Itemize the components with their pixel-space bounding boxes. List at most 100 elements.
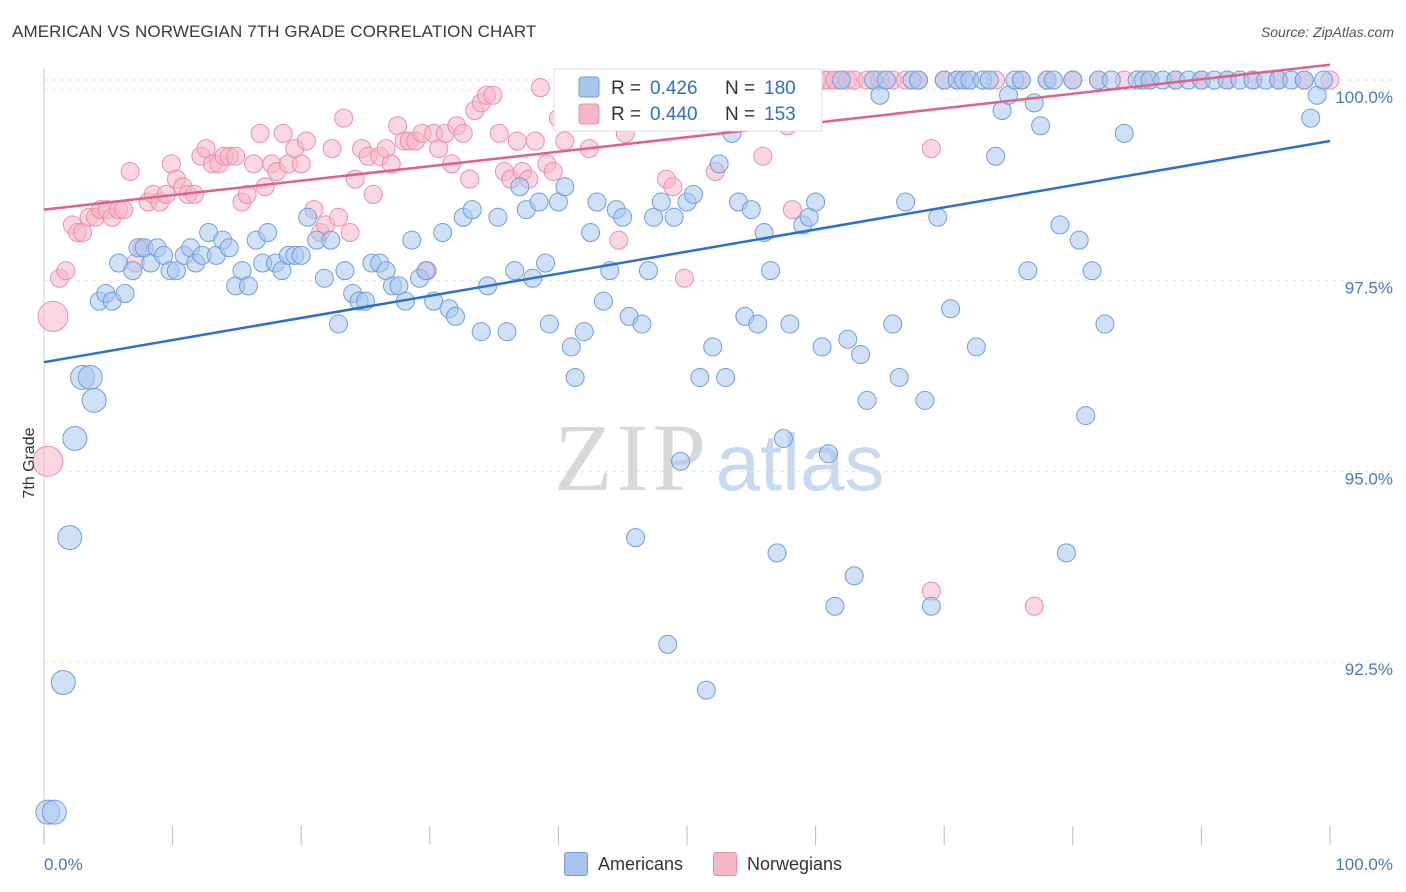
americans-point xyxy=(416,261,436,281)
americans-point xyxy=(709,154,729,174)
norwegians-swatch xyxy=(712,852,737,876)
americans-point xyxy=(941,299,961,319)
americans-point xyxy=(1095,314,1115,334)
americans-point xyxy=(50,670,76,696)
americans-point xyxy=(857,390,877,410)
americans-swatch xyxy=(563,852,588,876)
norwegians-point xyxy=(226,146,246,166)
americans-point xyxy=(613,207,633,227)
norwegians-point xyxy=(291,154,311,174)
norwegians-point xyxy=(753,146,773,166)
americans-point xyxy=(812,337,832,357)
trend-lines xyxy=(43,63,1331,364)
americans-point xyxy=(462,200,482,220)
americans-point xyxy=(57,525,83,551)
americans-point xyxy=(1314,70,1334,90)
americans-point xyxy=(1101,70,1121,90)
norwegians-point xyxy=(1024,596,1044,616)
legend-n-value-americans: 180 xyxy=(764,78,796,99)
americans-point xyxy=(683,184,703,204)
americans-point xyxy=(402,230,422,250)
americans-point xyxy=(555,177,575,197)
norwegians-point xyxy=(237,184,257,204)
americans-point xyxy=(536,253,556,273)
americans-point xyxy=(1031,116,1051,136)
norwegians-point xyxy=(340,223,360,243)
americans-point xyxy=(908,70,928,90)
norwegians-point xyxy=(322,139,342,159)
americans-point xyxy=(561,337,581,357)
americans-point xyxy=(644,207,664,227)
legend-r-label-norwegians: R = xyxy=(611,104,641,125)
americans-point xyxy=(238,276,258,296)
americans-point xyxy=(632,314,652,334)
americans-point xyxy=(658,634,678,654)
americans-point xyxy=(41,799,67,825)
norwegians-point xyxy=(273,123,293,143)
norwegians-point xyxy=(114,200,134,220)
americans-point xyxy=(883,314,903,334)
bottom-legend: Americans Norwegians xyxy=(0,852,1406,876)
y-tick-labels: 92.5% 95.0% 97.5% 100.0% xyxy=(1335,88,1393,679)
y-axis-label: 7th Grade xyxy=(21,427,38,498)
norwegians-point xyxy=(328,207,348,227)
americans-point xyxy=(671,451,691,471)
americans-point xyxy=(314,268,334,288)
americans-point xyxy=(889,367,909,387)
americans-point xyxy=(748,314,768,334)
norwegians-point xyxy=(483,85,503,105)
americans-point xyxy=(966,337,986,357)
americans-point xyxy=(1011,70,1031,90)
americans-point xyxy=(166,261,186,281)
norwegians-point xyxy=(244,154,264,174)
americans-point xyxy=(921,596,941,616)
americans-point xyxy=(593,291,613,311)
americans-point xyxy=(703,337,723,357)
y-tick-label: 100.0% xyxy=(1335,88,1393,107)
americans-point xyxy=(825,596,845,616)
americans-point xyxy=(62,425,88,451)
americans-point xyxy=(1114,123,1134,143)
americans-point xyxy=(1294,70,1314,90)
norwegians-point xyxy=(453,123,473,143)
americans-point xyxy=(328,314,348,334)
legend-swatch-norwegians xyxy=(578,103,600,125)
americans-point xyxy=(497,322,517,342)
americans-point xyxy=(767,543,787,563)
norwegians-point xyxy=(921,139,941,159)
americans-point xyxy=(335,261,355,281)
americans-point xyxy=(761,261,781,281)
americans-point xyxy=(298,207,318,227)
norwegians-points xyxy=(32,70,1340,616)
norwegians-point xyxy=(674,268,694,288)
americans-point xyxy=(505,261,525,281)
americans-point xyxy=(1069,230,1089,250)
norwegians-point xyxy=(255,177,275,197)
americans-point xyxy=(979,70,999,90)
norwegians-point xyxy=(530,78,550,98)
norwegians-point xyxy=(37,300,69,332)
y-tick-label: 92.5% xyxy=(1345,660,1393,679)
americans-point xyxy=(510,177,530,197)
norwegians-label: Norwegians xyxy=(746,853,843,874)
americans-point xyxy=(773,428,793,448)
norwegians-point xyxy=(334,108,354,128)
legend-r-label-americans: R = xyxy=(611,78,641,99)
legend-box: R = 0.426 N = 180 R = 0.440 N = 153 xyxy=(553,68,823,132)
americans-point xyxy=(123,261,143,281)
americans-point xyxy=(529,192,549,212)
americans-label: Americans xyxy=(597,853,683,874)
americans-point xyxy=(626,528,646,548)
americans-points xyxy=(35,70,1334,825)
americans-point xyxy=(81,387,107,413)
x-tick-labels: 0.0% 100.0% xyxy=(44,855,1393,874)
norwegians-point xyxy=(460,169,480,189)
norwegians-point xyxy=(120,162,140,182)
norwegians-point xyxy=(663,177,683,197)
americans-point xyxy=(321,230,341,250)
americans-point xyxy=(1082,261,1102,281)
norwegians-point xyxy=(525,131,545,151)
y-tick-label: 97.5% xyxy=(1345,279,1393,298)
americans-point xyxy=(1056,543,1076,563)
americans-point xyxy=(690,367,710,387)
